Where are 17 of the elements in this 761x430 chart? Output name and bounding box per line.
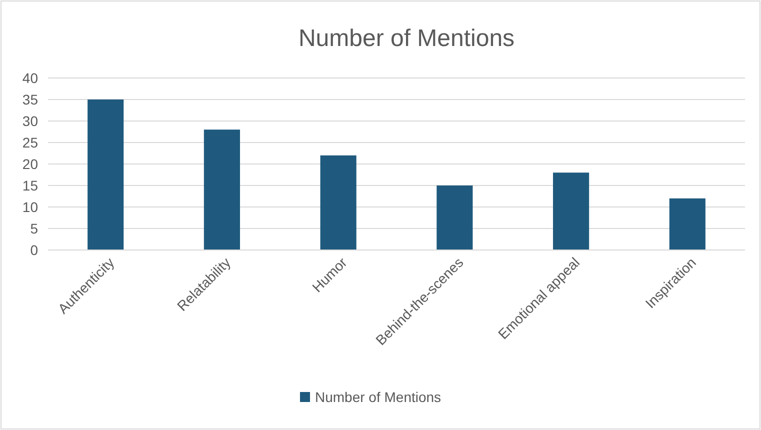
- y-tick-label: 25: [22, 134, 38, 150]
- bar: [553, 172, 590, 250]
- y-tick-label: 0: [30, 242, 38, 258]
- y-tick-label: 5: [30, 220, 38, 236]
- y-tick-label: 15: [22, 177, 38, 194]
- legend-label: Number of Mentions: [315, 388, 442, 405]
- y-tick-label: 35: [22, 91, 38, 108]
- bar: [204, 130, 240, 250]
- bar: [669, 198, 706, 250]
- chart-title: Number of Mentions: [298, 25, 515, 52]
- y-tick-label: 30: [22, 112, 38, 129]
- y-tick-label: 40: [22, 70, 38, 86]
- y-tick-label: 10: [22, 198, 38, 215]
- y-tick-label: 20: [22, 156, 38, 172]
- bar: [88, 100, 124, 250]
- bar: [320, 155, 356, 250]
- bar: [436, 186, 473, 250]
